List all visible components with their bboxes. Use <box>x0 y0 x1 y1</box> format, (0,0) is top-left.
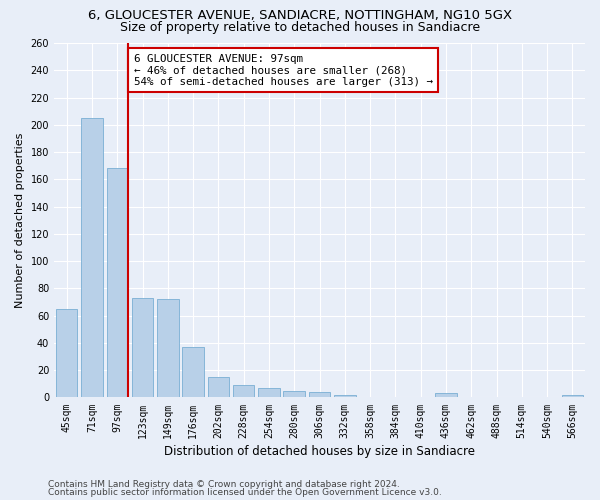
Bar <box>258 388 280 398</box>
Bar <box>132 298 153 398</box>
Text: Contains HM Land Registry data © Crown copyright and database right 2024.: Contains HM Land Registry data © Crown c… <box>48 480 400 489</box>
Bar <box>157 300 179 398</box>
Bar <box>309 392 330 398</box>
Text: Size of property relative to detached houses in Sandiacre: Size of property relative to detached ho… <box>120 21 480 34</box>
Text: 6, GLOUCESTER AVENUE, SANDIACRE, NOTTINGHAM, NG10 5GX: 6, GLOUCESTER AVENUE, SANDIACRE, NOTTING… <box>88 9 512 22</box>
Bar <box>562 394 583 398</box>
Bar <box>56 309 77 398</box>
Bar <box>233 385 254 398</box>
Bar <box>182 347 204 398</box>
Text: Contains public sector information licensed under the Open Government Licence v3: Contains public sector information licen… <box>48 488 442 497</box>
Bar <box>81 118 103 398</box>
Y-axis label: Number of detached properties: Number of detached properties <box>15 132 25 308</box>
Bar <box>208 377 229 398</box>
Bar <box>107 168 128 398</box>
Bar <box>435 394 457 398</box>
Text: 6 GLOUCESTER AVENUE: 97sqm
← 46% of detached houses are smaller (268)
54% of sem: 6 GLOUCESTER AVENUE: 97sqm ← 46% of deta… <box>134 54 433 87</box>
X-axis label: Distribution of detached houses by size in Sandiacre: Distribution of detached houses by size … <box>164 444 475 458</box>
Bar <box>334 394 356 398</box>
Bar <box>283 390 305 398</box>
